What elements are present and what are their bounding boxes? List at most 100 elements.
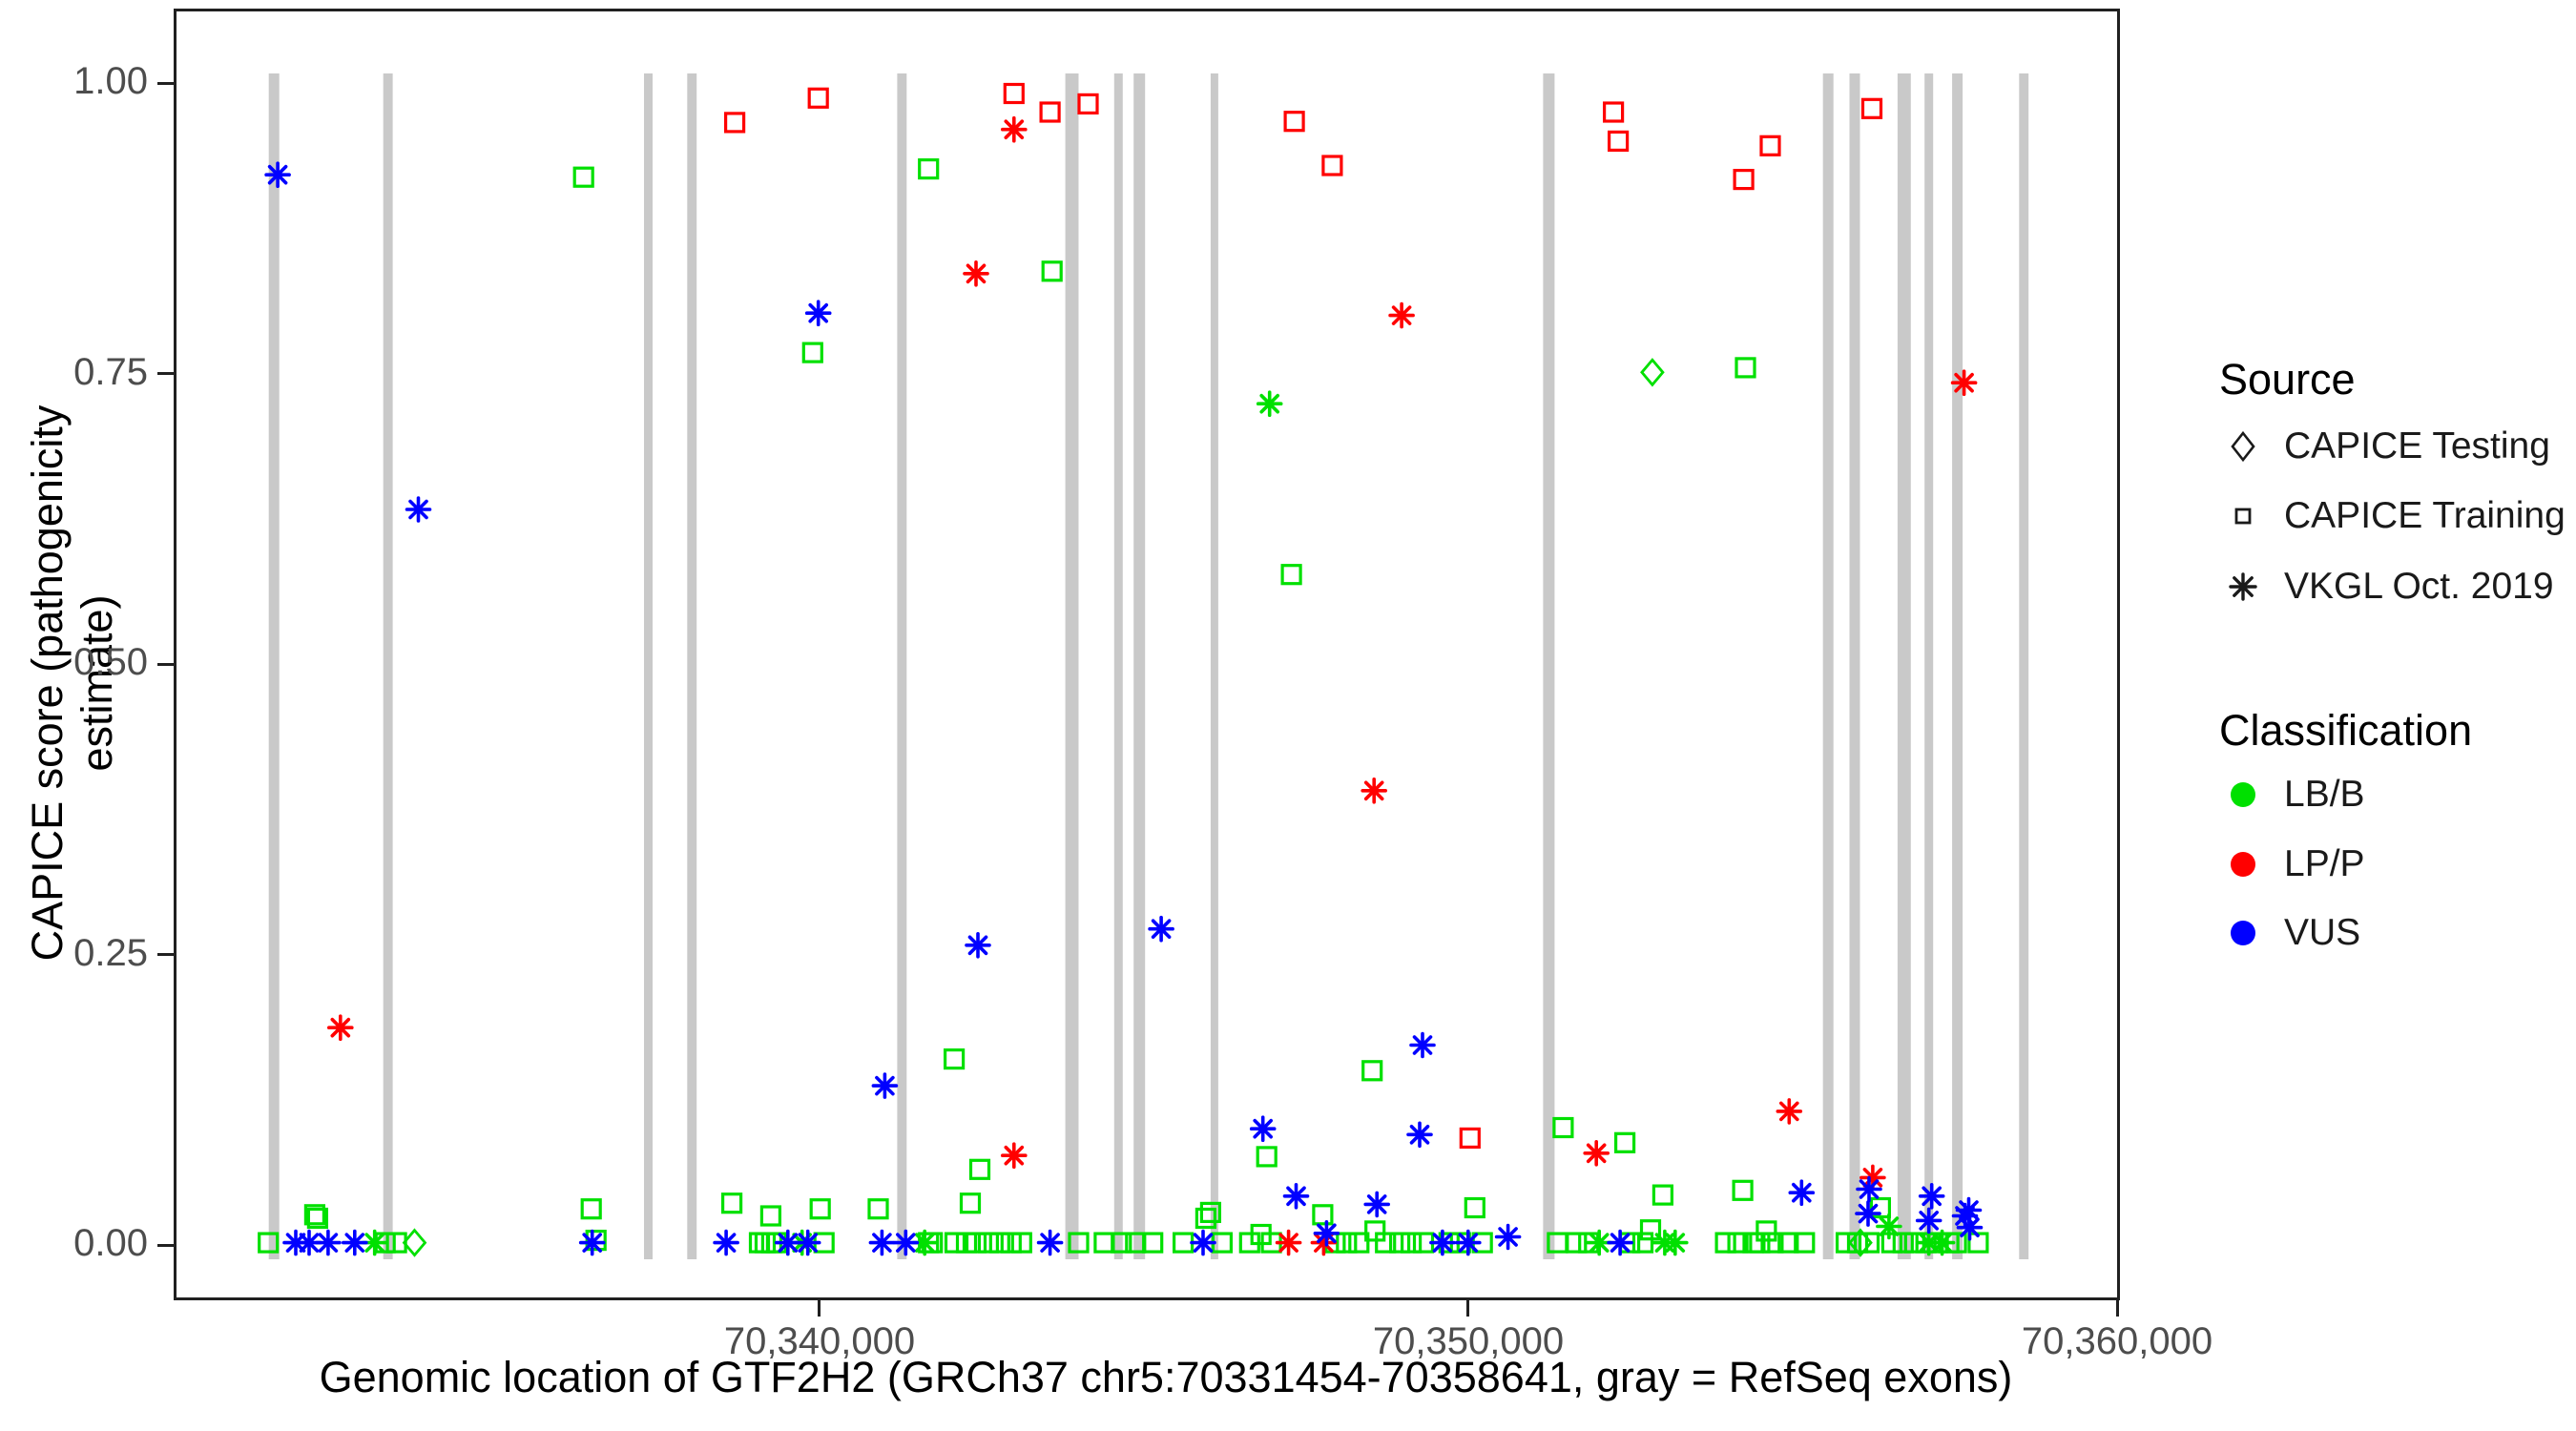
data-point bbox=[1860, 97, 1883, 119]
exon-bar bbox=[1543, 73, 1555, 1259]
data-point bbox=[1361, 777, 1387, 804]
y-tick-label: 0.00 bbox=[73, 1222, 148, 1264]
exon-bar bbox=[897, 73, 907, 1259]
data-point bbox=[1406, 1121, 1433, 1149]
exon-bar bbox=[2019, 73, 2029, 1259]
legend-label: VKGL Oct. 2019 bbox=[2284, 566, 2554, 607]
x-tick-label: 70,360,000 bbox=[2021, 1320, 2213, 1362]
data-point bbox=[1195, 1207, 1217, 1230]
data-point bbox=[1762, 1232, 1784, 1254]
data-point bbox=[1566, 1232, 1588, 1254]
data-point bbox=[1010, 1232, 1032, 1254]
data-point bbox=[1321, 155, 1343, 176]
exon-bar bbox=[687, 73, 697, 1259]
data-point bbox=[1950, 369, 1978, 397]
legend-item-lbb: LB/B bbox=[2221, 770, 2365, 819]
data-point bbox=[1586, 1229, 1612, 1256]
data-point bbox=[963, 259, 989, 287]
diamond-icon bbox=[2231, 430, 2255, 463]
data-point bbox=[1388, 301, 1415, 329]
data-point bbox=[1041, 260, 1063, 282]
data-point bbox=[1727, 1232, 1749, 1254]
data-point bbox=[911, 1229, 939, 1256]
data-point bbox=[720, 1192, 743, 1214]
data-point bbox=[1312, 1204, 1334, 1226]
y-tick-mark bbox=[157, 953, 174, 956]
data-point bbox=[968, 1158, 991, 1180]
data-point bbox=[1583, 1140, 1610, 1167]
data-point bbox=[1759, 135, 1781, 156]
y-tick-mark bbox=[157, 372, 174, 375]
data-point bbox=[1039, 101, 1061, 123]
data-point bbox=[867, 1198, 889, 1220]
data-point bbox=[988, 1232, 1010, 1254]
data-point bbox=[1464, 1196, 1485, 1219]
data-point bbox=[1313, 1220, 1340, 1247]
data-point bbox=[1918, 1183, 1945, 1210]
x-tick-mark bbox=[2116, 1300, 2119, 1317]
data-point bbox=[1148, 915, 1174, 943]
data-point bbox=[1400, 1232, 1423, 1254]
exon-bar bbox=[1849, 73, 1860, 1259]
legend-source-title: Source bbox=[2219, 355, 2356, 404]
legend-item-vus: VUS bbox=[2221, 908, 2360, 958]
data-point bbox=[1613, 1131, 1636, 1153]
exon-bar bbox=[383, 73, 393, 1259]
data-point bbox=[1249, 1115, 1277, 1142]
data-point bbox=[264, 161, 291, 188]
data-point bbox=[578, 1229, 606, 1256]
data-point bbox=[1749, 1232, 1771, 1254]
data-point bbox=[1876, 1213, 1902, 1240]
legend-label: CAPICE Training bbox=[2284, 495, 2566, 536]
y-tick-label: 0.50 bbox=[73, 641, 148, 683]
plot-panel bbox=[174, 9, 2120, 1300]
legend-item-lpp: LP/P bbox=[2221, 840, 2365, 889]
legend-item-vkgl: VKGL Oct. 2019 bbox=[2221, 562, 2554, 612]
data-point bbox=[1000, 1142, 1028, 1169]
data-point bbox=[1190, 1229, 1216, 1256]
data-point bbox=[1068, 1232, 1090, 1254]
data-point bbox=[342, 1229, 368, 1256]
data-point bbox=[1607, 1229, 1633, 1256]
data-point bbox=[282, 1229, 309, 1256]
data-point bbox=[1388, 1232, 1411, 1254]
x-tick-label: 70,350,000 bbox=[1372, 1320, 1565, 1362]
data-point bbox=[258, 1232, 280, 1254]
green-dot-icon bbox=[2231, 782, 2255, 807]
data-point bbox=[1256, 390, 1283, 418]
exon-bar bbox=[268, 73, 280, 1259]
data-point bbox=[585, 1229, 607, 1252]
data-point bbox=[1036, 1229, 1064, 1256]
data-point bbox=[1459, 1127, 1481, 1150]
data-point bbox=[1788, 1179, 1816, 1206]
data-point bbox=[1275, 1229, 1302, 1256]
y-tick-label: 1.00 bbox=[73, 60, 148, 102]
data-point bbox=[1494, 1223, 1522, 1251]
data-point bbox=[1283, 111, 1305, 133]
data-point bbox=[1794, 1232, 1816, 1254]
data-point bbox=[402, 1228, 427, 1257]
data-point bbox=[809, 1198, 831, 1220]
data-point bbox=[306, 1207, 328, 1230]
data-point bbox=[1858, 1232, 1880, 1254]
y-tick-mark bbox=[157, 1244, 174, 1247]
exon-bar bbox=[1113, 73, 1123, 1259]
y-tick-mark bbox=[157, 82, 174, 85]
data-point bbox=[944, 1232, 966, 1254]
data-point bbox=[1848, 1228, 1873, 1257]
data-point bbox=[1429, 1229, 1456, 1256]
data-point bbox=[1282, 1183, 1310, 1210]
exon-bar bbox=[1210, 73, 1218, 1259]
legend-label: VUS bbox=[2284, 912, 2361, 953]
data-point bbox=[1835, 1232, 1858, 1254]
data-point bbox=[1552, 1116, 1574, 1139]
data-point bbox=[1662, 1229, 1689, 1256]
asterisk-icon bbox=[2229, 572, 2257, 601]
data-point bbox=[1455, 1229, 1482, 1256]
data-point bbox=[1776, 1098, 1803, 1125]
legend-classification-title: Classification bbox=[2219, 706, 2473, 755]
data-point bbox=[1199, 1201, 1222, 1224]
data-point bbox=[1915, 1207, 1942, 1234]
data-point bbox=[723, 112, 746, 134]
